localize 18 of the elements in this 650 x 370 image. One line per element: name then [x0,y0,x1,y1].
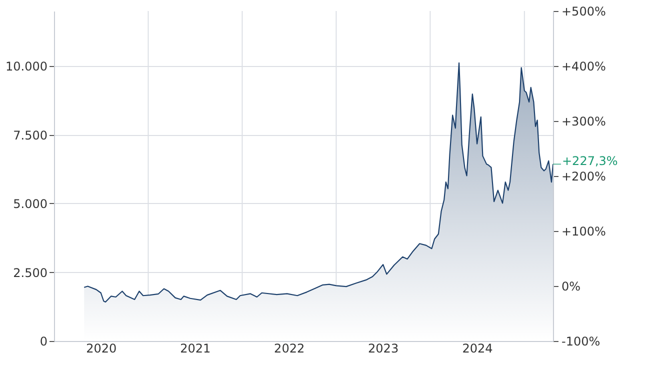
x-tick-label: 2022 [274,342,305,356]
y2-tick-label: 0% [562,280,581,294]
x-tick-label: 2023 [368,342,399,356]
y2-tick-label: +400% [562,60,606,74]
y-tick-label: 7.500 [13,128,48,142]
y2-tick-label: +300% [562,114,606,128]
y-tick-label: 2.500 [13,266,48,280]
y2-tick-label: +200% [562,170,606,184]
y-tick-label: 5.000 [13,197,48,211]
x-tick-label: 2021 [180,342,211,356]
x-tick-label: 2020 [86,342,117,356]
y2-tick-label: +500% [562,4,606,18]
y-tick-label: 10.000 [6,60,48,74]
y2-tick-label: +100% [562,224,606,238]
y2-tick-label: -100% [562,334,600,348]
x-tick-label: 2024 [462,342,493,356]
text: +227,3% [562,154,618,168]
y-tick-label: 0 [40,334,48,348]
